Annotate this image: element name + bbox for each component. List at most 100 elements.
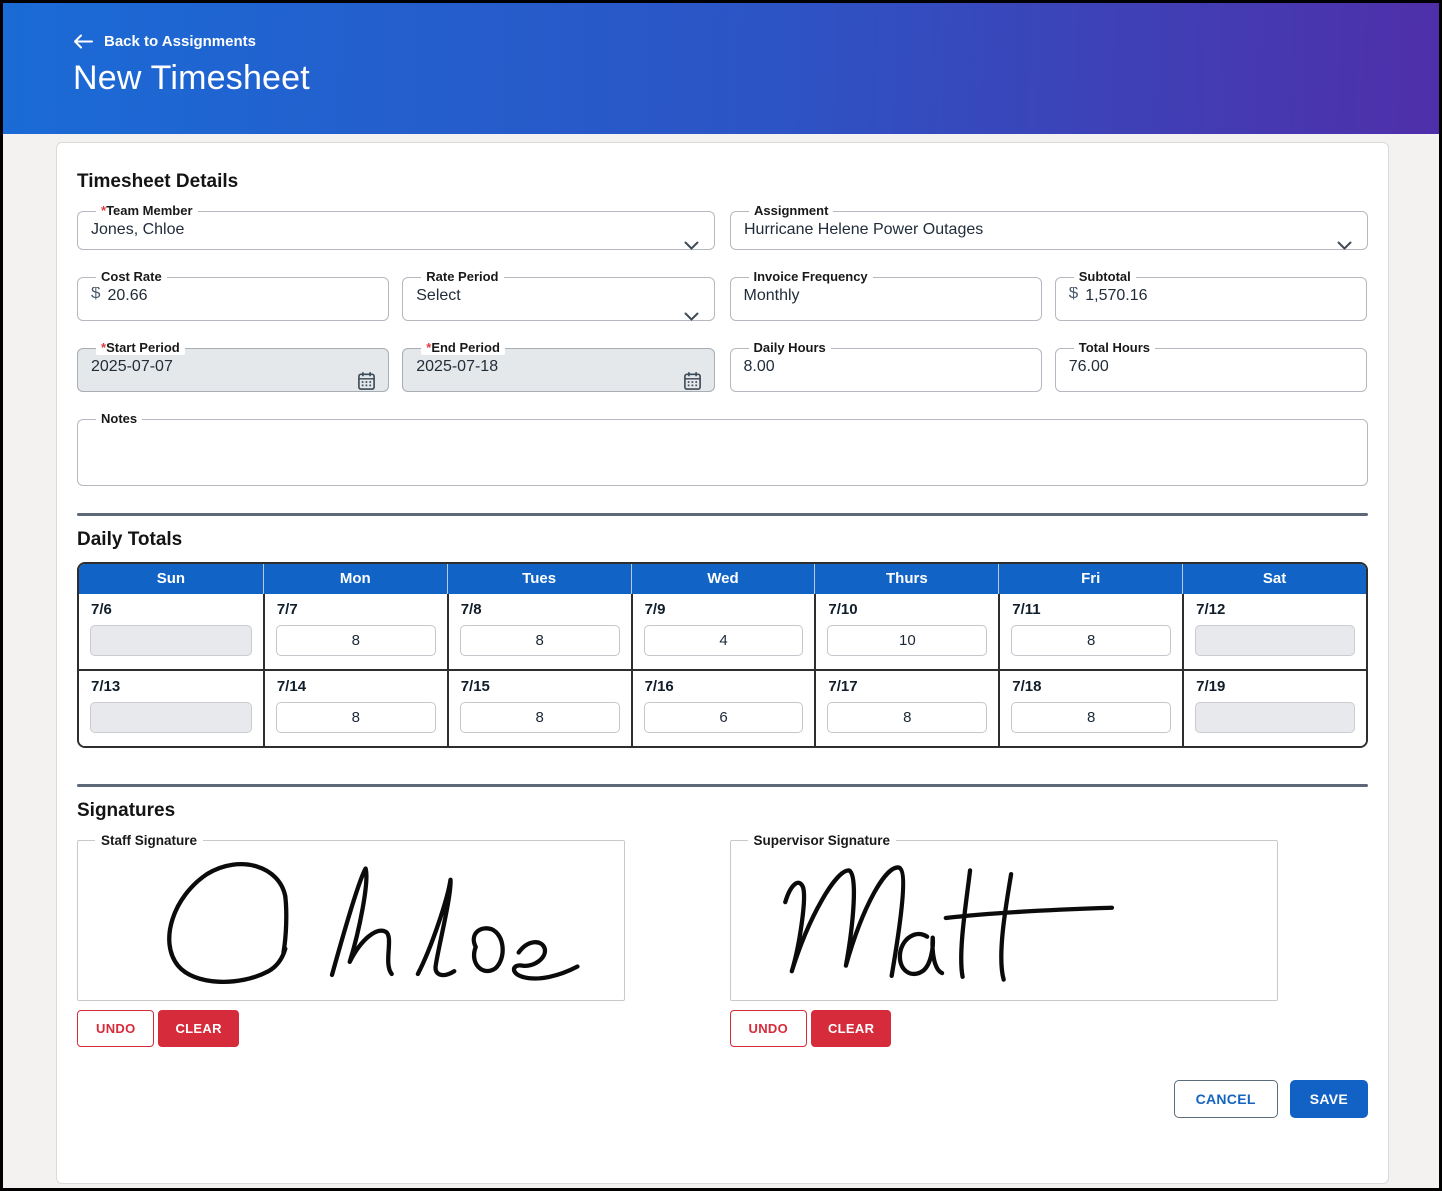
table-row: 7/13 7/14 7/15 7/16 7/17 <box>79 669 1366 746</box>
total-hours-value: 76.00 <box>1068 358 1109 376</box>
date-label: 7/17 <box>828 678 858 695</box>
daily-hours-field: Daily Hours 8.00 <box>729 340 1042 392</box>
start-period-datepicker[interactable]: *Start Period 2025-07-07 <box>77 340 390 392</box>
end-period-datepicker[interactable]: *End Period 2025-07-18 <box>402 340 715 392</box>
day-cell-7-8: 7/8 <box>446 594 631 669</box>
notes-field[interactable]: Notes <box>77 411 1368 486</box>
hours-input-7-11[interactable] <box>1011 625 1172 656</box>
hours-input-7-8[interactable] <box>459 625 620 656</box>
app-header: Back to Assignments New Timesheet <box>3 3 1439 134</box>
table-row: 7/6 7/7 7/8 7/9 7/10 <box>79 594 1366 669</box>
staff-undo-button[interactable]: UNDO <box>77 1010 155 1047</box>
date-label: 7/19 <box>1196 678 1226 695</box>
page-title: New Timesheet <box>73 59 310 97</box>
timesheet-card: Timesheet Details *Team Member Jones, Ch… <box>56 142 1389 1184</box>
column-header-sat: Sat <box>1182 564 1366 594</box>
date-label: 7/9 <box>644 601 666 618</box>
cost-rate-field[interactable]: Cost Rate $20.66 <box>77 269 390 321</box>
day-cell-7-10: 7/10 <box>814 594 998 669</box>
notes-textarea[interactable] <box>91 426 1354 471</box>
staff-signature-label: Staff Signature <box>101 833 198 848</box>
hours-input-7-15[interactable] <box>459 702 620 733</box>
end-period-value: 2025-07-18 <box>416 358 499 376</box>
team-member-select[interactable]: *Team Member Jones, Chloe <box>77 203 715 251</box>
hours-input-7-10[interactable] <box>827 625 988 656</box>
hours-input-7-18[interactable] <box>1011 702 1172 733</box>
end-period-label: End Period <box>431 340 500 355</box>
date-label: 7/15 <box>460 678 490 695</box>
section-divider <box>77 784 1368 787</box>
back-to-assignments-link[interactable]: Back to Assignments <box>73 33 256 50</box>
supervisor-clear-button[interactable]: CLEAR <box>810 1010 892 1047</box>
date-label: 7/6 <box>91 601 112 618</box>
day-cell-7-9: 7/9 <box>630 594 815 669</box>
date-label: 7/11 <box>1012 601 1041 618</box>
daily-totals-heading: Daily Totals <box>77 529 183 550</box>
supervisor-undo-button[interactable]: UNDO <box>729 1010 807 1047</box>
day-cell-7-15: 7/15 <box>446 671 631 746</box>
invoice-frequency-label: Invoice Frequency <box>753 269 868 284</box>
back-link-label: Back to Assignments <box>104 33 256 50</box>
signatures-heading: Signatures <box>77 800 176 821</box>
required-asterisk: * <box>101 340 107 355</box>
day-cell-7-17: 7/17 <box>814 671 998 746</box>
column-header-sun: Sun <box>156 570 186 587</box>
hours-input-7-13 <box>90 702 252 733</box>
daily-totals-header-row: Sun Mon Tues Wed Thurs Fri Sat <box>79 564 1366 594</box>
hours-input-7-12 <box>1195 625 1355 656</box>
team-member-label: Team Member <box>106 203 193 218</box>
invoice-frequency-value: Monthly <box>743 287 800 305</box>
column-header-fri: Fri <box>998 564 1182 594</box>
column-header-mon: Mon <box>262 564 447 594</box>
team-member-value: Jones, Chloe <box>91 221 185 239</box>
assignment-value: Hurricane Helene Power Outages <box>744 221 984 239</box>
hours-input-7-17[interactable] <box>827 702 988 733</box>
rate-period-label: Rate Period <box>426 269 499 284</box>
date-label: 7/18 <box>1012 678 1042 695</box>
chevron-down-icon[interactable] <box>684 237 699 255</box>
required-asterisk: * <box>101 203 107 218</box>
chevron-down-icon[interactable] <box>1337 237 1352 255</box>
rate-period-value: Select <box>416 287 461 305</box>
staff-signature-pad[interactable]: Staff Signature <box>77 833 626 1001</box>
hours-input-7-9[interactable] <box>643 625 804 656</box>
total-hours-label: Total Hours <box>1078 340 1151 355</box>
dollar-prefix: $ <box>91 287 101 303</box>
staff-signature-drawing <box>167 862 580 984</box>
hours-input-7-6 <box>90 625 252 656</box>
cancel-button[interactable]: CANCEL <box>1173 1080 1278 1118</box>
rate-period-select[interactable]: Rate Period Select <box>402 269 715 322</box>
hours-input-7-16[interactable] <box>643 702 804 733</box>
cost-rate-value: 20.66 <box>107 287 148 305</box>
back-arrow-icon <box>73 34 93 49</box>
day-cell-7-18: 7/18 <box>998 671 1182 746</box>
staff-clear-button[interactable]: CLEAR <box>158 1010 239 1047</box>
subtotal-field: Subtotal $1,570.16 <box>1054 269 1367 321</box>
required-asterisk: * <box>426 340 432 355</box>
day-cell-7-19: 7/19 <box>1182 671 1366 746</box>
save-button[interactable]: SAVE <box>1289 1080 1368 1118</box>
subtotal-label: Subtotal <box>1078 269 1131 284</box>
supervisor-signature-pad[interactable]: Supervisor Signature <box>729 833 1278 1001</box>
date-label: 7/12 <box>1196 601 1226 618</box>
day-cell-7-13: 7/13 <box>79 671 263 746</box>
calendar-icon[interactable] <box>357 371 376 396</box>
start-period-value: 2025-07-07 <box>91 358 173 376</box>
start-period-label: Start Period <box>106 340 180 355</box>
calendar-icon[interactable] <box>683 371 702 396</box>
day-cell-7-11: 7/11 <box>998 594 1182 669</box>
hours-input-7-7[interactable] <box>275 625 436 656</box>
date-label: 7/7 <box>276 601 298 618</box>
hours-input-7-19 <box>1195 702 1355 733</box>
column-header-thurs: Thurs <box>814 564 998 594</box>
timesheet-details-heading: Timesheet Details <box>77 171 239 192</box>
invoice-frequency-field[interactable]: Invoice Frequency Monthly <box>729 269 1042 321</box>
hours-input-7-14[interactable] <box>275 702 436 733</box>
footer-actions: CANCEL SAVE <box>77 1080 1368 1118</box>
total-hours-field: Total Hours 76.00 <box>1054 340 1367 392</box>
chevron-down-icon[interactable] <box>684 308 699 326</box>
daily-hours-label: Daily Hours <box>753 340 826 355</box>
date-label: 7/13 <box>91 678 121 695</box>
assignment-select[interactable]: Assignment Hurricane Helene Power Outage… <box>730 203 1368 251</box>
